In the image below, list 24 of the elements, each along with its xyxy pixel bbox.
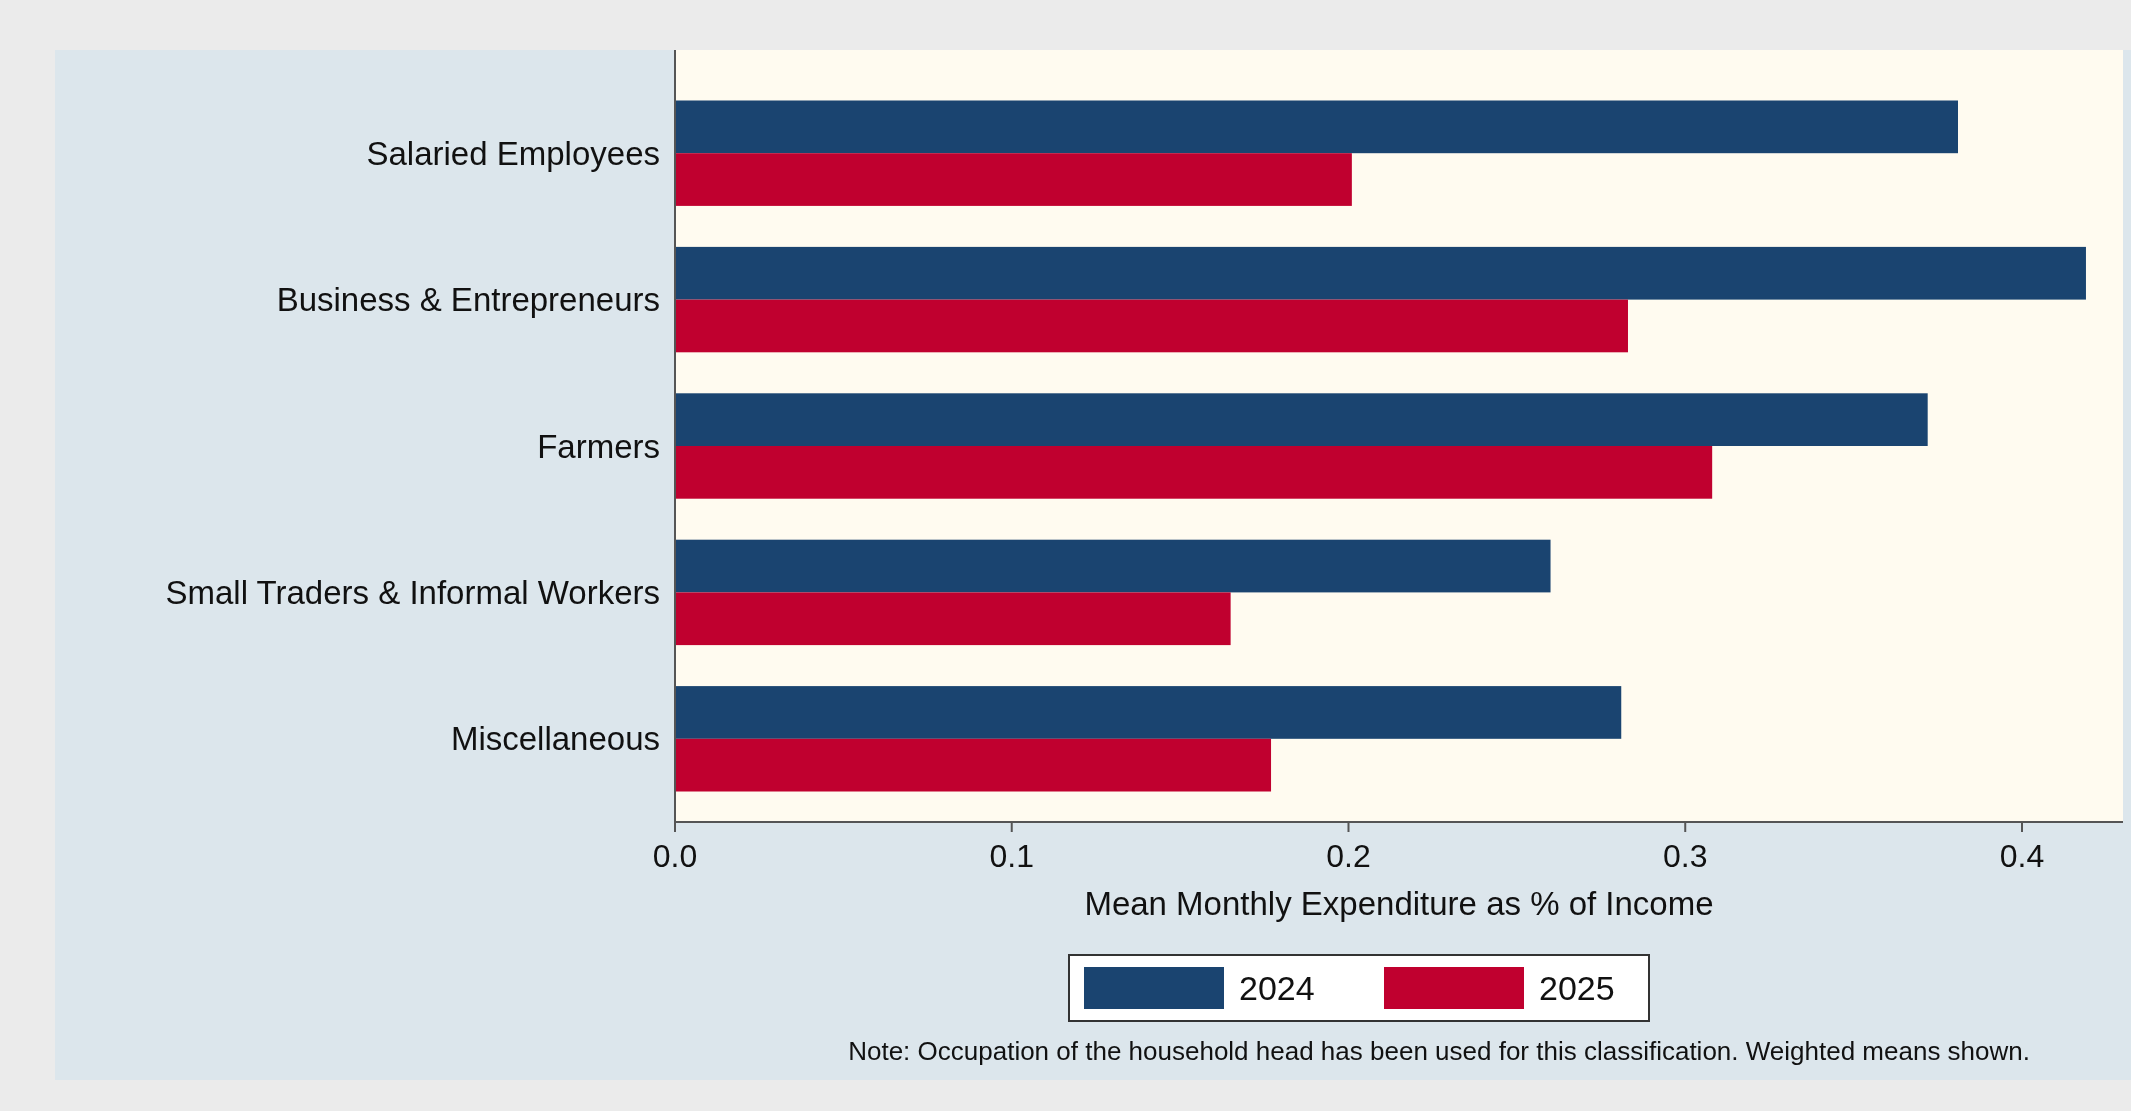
text: Note: Occupation of the household head has been used for this classification. Weighted means shown. <box>848 1036 2030 1066</box>
bar <box>675 738 1272 792</box>
x-axis-title: Mean Monthly Expenditure as % of Income <box>1084 885 1714 922</box>
legend-label: 2024 <box>1239 968 1315 1007</box>
x-tick-label: 0.4 <box>1999 838 2045 874</box>
bar <box>675 100 1958 154</box>
legend-label: 2025 <box>1539 968 1615 1007</box>
x-tick-label: 0.2 <box>1326 838 1371 874</box>
y-tick-label: Miscellaneous <box>450 720 660 758</box>
bar <box>675 686 1622 739</box>
y-tick-label: Salaried Employees <box>366 134 660 172</box>
bar <box>675 153 1352 206</box>
y-tick-label: Business & Entrepreneurs <box>276 281 660 319</box>
bar <box>675 299 1628 353</box>
bar <box>675 539 1551 593</box>
bar <box>675 446 1713 499</box>
x-tick-label: 0.0 <box>652 838 698 874</box>
bar <box>675 246 2086 300</box>
y-tick-label: Farmers <box>537 427 660 465</box>
x-tick-label: 0.3 <box>1662 838 1708 874</box>
x-tick-label: 0.1 <box>989 838 1034 874</box>
bar <box>675 393 1928 446</box>
bar <box>675 592 1231 646</box>
y-tick-label: Small Traders & Informal Workers <box>165 573 660 611</box>
